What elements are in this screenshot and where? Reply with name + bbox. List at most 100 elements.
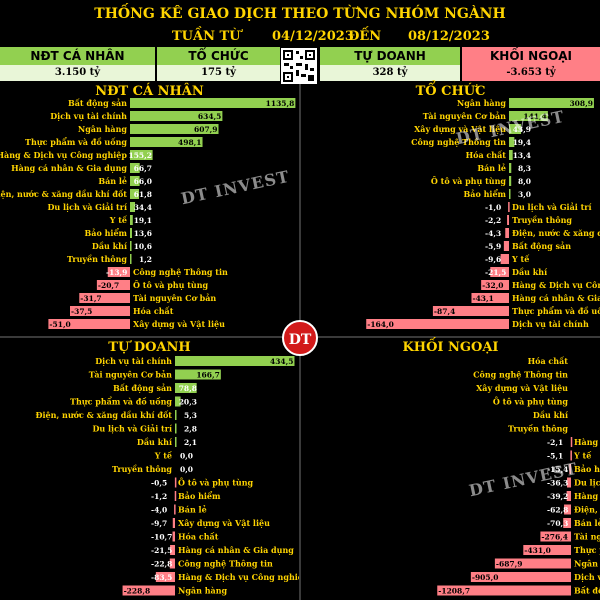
value-label: -4,3 [485,229,501,238]
category-label: Tài nguyên Cơ bản [133,293,216,303]
summary-value-individual: 3.150 tỷ [0,65,155,81]
bar-row-foreign: Dịch vụ tài chính -905,0 [470,572,600,582]
bar [494,558,571,569]
bar [175,437,177,447]
value-label: -62,8 [547,506,568,515]
bar-row-individual: Dịch vụ tài chính 634,5 [50,111,223,121]
category-label: Bảo hiểm [85,228,128,238]
bar-row-institution: Ô tô và phụ tùng 8,0 [431,176,531,186]
bar [505,228,509,238]
category-label: Du lịch và Giải trí [47,202,127,212]
category-label: Bảo hiểm [178,491,221,501]
category-label: Ngân hàng [178,586,228,596]
summary-value-foreign: -3.653 tỷ [462,65,600,81]
bar [509,163,512,173]
bar-row-individual: Thực phẩm và đồ uống 498,1 [25,137,203,147]
bar-row-foreign: Tài nguyên Cơ bản -276,4 [540,531,600,542]
panel-title-individual: NĐT CÁ NHÂN [95,84,204,99]
category-label: Dầu khí [512,267,547,277]
bar [79,293,130,303]
bar-row-foreign: Truyền thông [508,424,568,434]
category-label: Hàng cá nhân & Gia dụng [178,545,294,555]
bar [130,241,132,251]
bar-chart-individual: Bất động sản 1135,8 Dịch vụ tài chính 634,5… [0,98,296,329]
value-label: 1,2 [139,255,152,264]
bar [509,137,515,147]
category-label: Hóa chất [528,356,569,366]
bar-row-individual: Điện, nước & xăng dầu khí đốt 61,8 [0,189,152,199]
bar [366,319,509,329]
value-label: -1208,7 [438,587,470,596]
category-label: Ngân hàng [457,98,507,108]
category-label: Dịch vụ tài chính [574,572,600,582]
bar-row-foreign: Hàng & Dịch vụ Công nghiệp -39,2 [547,491,600,501]
value-label: -36,3 [547,479,568,488]
category-label: Hàng & Dịch vụ Công nghiệp [178,572,299,582]
bar-row-foreign: Công nghệ Thông tin [473,370,568,380]
bar-row-proprietary: Hàng & Dịch vụ Công nghiệp -83,5 [151,572,299,582]
value-label: -15,4 [547,465,568,474]
category-label: Công nghệ Thông tin [411,137,506,147]
category-label: Bất động sản [512,241,571,251]
category-label: Thực phẩm và đồ uống [25,137,127,147]
category-label: Truyền thông [112,464,172,474]
bar [509,150,513,160]
category-label: Hàng & Dịch vụ Công nghiệp [574,491,600,501]
value-label: 43,9 [513,125,531,134]
category-label: Ngân hàng [78,124,128,134]
category-label: Hóa chất [178,532,219,542]
category-label: Y tế [109,215,128,225]
category-label: Hàng cá nhân & Gia dụng [512,293,600,303]
bar [172,531,175,542]
bar-row-proprietary: Du lịch và Giải trí 2,8 [92,423,197,434]
category-label: Thực phẩm và đồ uống [512,306,600,316]
bar [437,585,571,596]
category-label: Bất động sản [574,586,600,596]
category-label: Công nghệ Thông tin [178,559,273,569]
value-label: -21,5 [485,268,506,277]
bar [564,504,571,515]
category-label: Hàng & Dịch vụ Công nghiệp [512,280,600,290]
bar-row-institution: Bán lẻ 8,3 [477,163,531,173]
category-label: Hàng cá nhân & Gia dụng [574,437,600,447]
bar [563,518,571,528]
category-label: Điện, nước & xăng dầu khí đốt [36,410,173,420]
bar-row-individual: Dầu khí 10,6 [92,241,152,251]
value-label: -2,2 [485,216,501,225]
bar-row-foreign: Hóa chất [528,356,569,366]
value-label: 2,8 [184,425,197,434]
category-label: Du lịch và Giải trí [574,478,600,488]
value-label: -13,9 [106,268,127,277]
bar-row-proprietary: Truyền thông 0,0 [112,464,193,474]
bar [500,254,509,264]
bar-row-foreign: Bảo hiểm -15,4 [547,464,600,474]
bar [509,111,548,121]
category-label: Hàng & Dịch vụ Công nghiệp [0,150,127,160]
value-label: 19,4 [513,138,531,147]
value-label: 0,0 [180,452,193,461]
value-label: -9,6 [485,255,501,264]
value-label: 155,2 [129,151,153,160]
value-label: 34,4 [134,203,152,212]
bar [175,410,177,420]
bar [130,124,219,134]
bar-row-proprietary: Bất động sản 78,8 [113,383,197,393]
bar [508,202,510,212]
bar [130,111,223,121]
category-label: Công nghệ Thông tin [133,267,228,277]
bar-row-institution: Dầu khí -21,5 [485,267,547,277]
bar [107,267,130,277]
bar-row-proprietary: Điện, nước & xăng dầu khí đốt 5,3 [36,410,197,420]
bar-row-foreign: Ô tô và phụ tùng [493,397,569,407]
category-label: Bán lẻ [98,176,127,186]
bar-row-individual: Bất động sản 1135,8 [68,98,296,108]
category-label: Ô tô và phụ tùng [431,176,507,186]
bar-row-foreign: Y tế -5,1 [547,450,592,461]
value-label: 607,9 [194,125,218,134]
bar [130,228,132,238]
bar-row-individual: Truyền thông 1,2 [67,254,152,264]
category-label: Xây dựng và Vật liệu [133,319,225,329]
value-label: -431,0 [524,546,551,555]
value-label: -2,1 [547,438,563,447]
bar [432,306,509,316]
